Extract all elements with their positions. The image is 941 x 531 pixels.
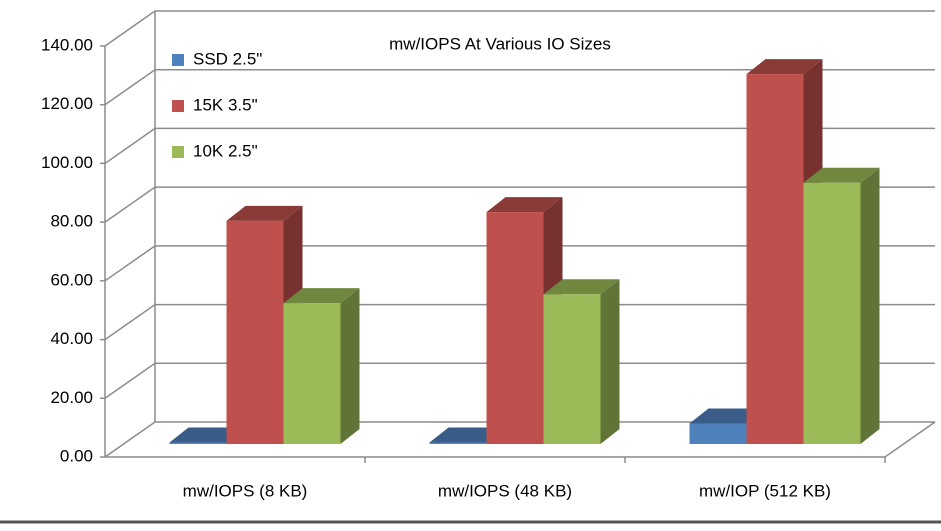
bar-front	[746, 74, 804, 444]
bar-top	[486, 197, 563, 213]
y-tick-label: 120.00	[41, 94, 93, 113]
x-tick-label: mw/IOPS (48 KB)	[438, 481, 572, 500]
legend-label: 10K 2.5"	[193, 141, 258, 160]
bar-front	[543, 294, 601, 444]
y-tick-label: 60.00	[50, 270, 93, 289]
bar-front	[429, 442, 487, 444]
bar-side	[860, 167, 880, 444]
bar	[543, 279, 620, 444]
bar-side	[600, 279, 620, 444]
y-tick-label: 20.00	[50, 388, 93, 407]
bar-top	[543, 279, 620, 295]
legend-label: SSD 2.5"	[193, 49, 262, 68]
grid-line	[100, 127, 935, 165]
bar-side	[340, 288, 360, 444]
bar-top	[226, 205, 303, 221]
bar-front	[226, 220, 284, 444]
chart-title: mw/IOPS At Various IO Sizes	[389, 34, 611, 53]
y-tick-label: 80.00	[50, 212, 93, 231]
bar-front	[689, 423, 747, 444]
y-tick-label: 140.00	[41, 35, 93, 54]
bar-front	[169, 442, 227, 444]
bar-top	[803, 167, 880, 183]
legend-swatch	[172, 146, 184, 158]
legend-label: 15K 3.5"	[193, 95, 258, 114]
grid-line	[100, 68, 935, 106]
bar-top	[746, 59, 823, 75]
legend-swatch	[172, 100, 184, 112]
grid-line	[100, 186, 935, 223]
x-tick-label: mw/IOPS (8 KB)	[183, 481, 308, 500]
bar	[803, 167, 880, 444]
legend-swatch	[172, 54, 184, 66]
y-tick-label: 0.00	[60, 446, 93, 465]
bar-top	[283, 288, 360, 304]
grid-line	[100, 10, 935, 47]
bar-front	[283, 303, 341, 444]
bar	[283, 288, 360, 444]
y-tick-label: 40.00	[50, 329, 93, 348]
x-tick-label: mw/IOP (512 KB)	[699, 481, 831, 500]
y-tick-label: 100.00	[41, 153, 93, 172]
bar-front	[486, 212, 544, 444]
bar-front	[803, 182, 861, 444]
